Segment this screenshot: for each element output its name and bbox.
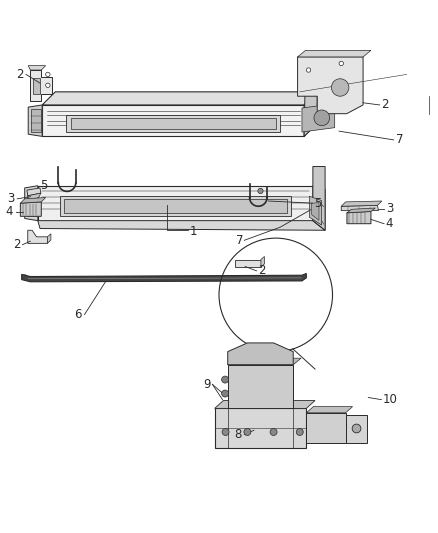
Circle shape — [314, 110, 330, 126]
Polygon shape — [20, 198, 46, 203]
Polygon shape — [64, 199, 287, 213]
Polygon shape — [311, 203, 319, 220]
Text: 9: 9 — [203, 378, 210, 391]
Text: 6: 6 — [74, 308, 81, 321]
Text: 5: 5 — [314, 197, 321, 209]
Text: 3: 3 — [7, 192, 14, 205]
Polygon shape — [346, 415, 367, 443]
Text: 4: 4 — [386, 217, 393, 230]
Circle shape — [258, 188, 263, 193]
Circle shape — [46, 72, 50, 77]
Circle shape — [46, 83, 50, 87]
Polygon shape — [30, 70, 52, 101]
Polygon shape — [27, 188, 41, 196]
Polygon shape — [42, 105, 304, 136]
Polygon shape — [235, 260, 261, 268]
Polygon shape — [71, 118, 276, 128]
Text: 3: 3 — [386, 203, 393, 215]
Polygon shape — [60, 196, 291, 216]
Polygon shape — [28, 105, 42, 136]
Polygon shape — [228, 358, 301, 365]
Circle shape — [339, 61, 343, 66]
Polygon shape — [32, 78, 40, 94]
Polygon shape — [297, 57, 363, 114]
Circle shape — [270, 429, 277, 435]
Circle shape — [222, 390, 229, 397]
Polygon shape — [28, 230, 47, 244]
Circle shape — [306, 68, 311, 72]
Polygon shape — [66, 115, 280, 132]
Polygon shape — [31, 109, 41, 132]
Polygon shape — [228, 343, 293, 365]
Text: 8: 8 — [234, 428, 242, 441]
Polygon shape — [347, 212, 371, 224]
Polygon shape — [215, 400, 315, 408]
Circle shape — [222, 376, 229, 383]
Polygon shape — [228, 365, 293, 408]
Polygon shape — [28, 193, 41, 201]
Polygon shape — [38, 221, 325, 230]
Polygon shape — [347, 208, 375, 213]
Polygon shape — [302, 103, 335, 132]
Polygon shape — [304, 76, 317, 136]
Text: 1: 1 — [189, 225, 197, 238]
Polygon shape — [215, 408, 306, 448]
Text: 4: 4 — [5, 205, 13, 219]
Polygon shape — [20, 202, 41, 216]
Polygon shape — [341, 201, 382, 206]
Polygon shape — [27, 190, 36, 216]
Polygon shape — [47, 234, 51, 244]
Text: 10: 10 — [383, 393, 398, 406]
Text: 7: 7 — [236, 234, 243, 247]
Polygon shape — [25, 185, 38, 221]
Polygon shape — [297, 51, 371, 57]
Polygon shape — [309, 196, 321, 225]
Polygon shape — [21, 273, 306, 282]
Polygon shape — [306, 407, 353, 413]
Polygon shape — [341, 205, 378, 211]
Circle shape — [296, 429, 303, 435]
Polygon shape — [38, 185, 313, 221]
Text: 2: 2 — [258, 264, 266, 277]
Text: 7: 7 — [396, 133, 403, 147]
Circle shape — [352, 424, 361, 433]
Text: 2: 2 — [16, 68, 23, 81]
Text: 2: 2 — [381, 99, 389, 111]
Text: 5: 5 — [40, 179, 48, 192]
Polygon shape — [42, 92, 317, 105]
Polygon shape — [313, 166, 325, 230]
Circle shape — [332, 79, 349, 96]
Polygon shape — [313, 185, 325, 230]
Polygon shape — [261, 256, 265, 268]
Polygon shape — [306, 413, 346, 443]
Polygon shape — [28, 66, 46, 70]
Circle shape — [244, 429, 251, 435]
Text: 2: 2 — [13, 238, 20, 251]
Circle shape — [222, 429, 229, 435]
Polygon shape — [304, 92, 317, 136]
